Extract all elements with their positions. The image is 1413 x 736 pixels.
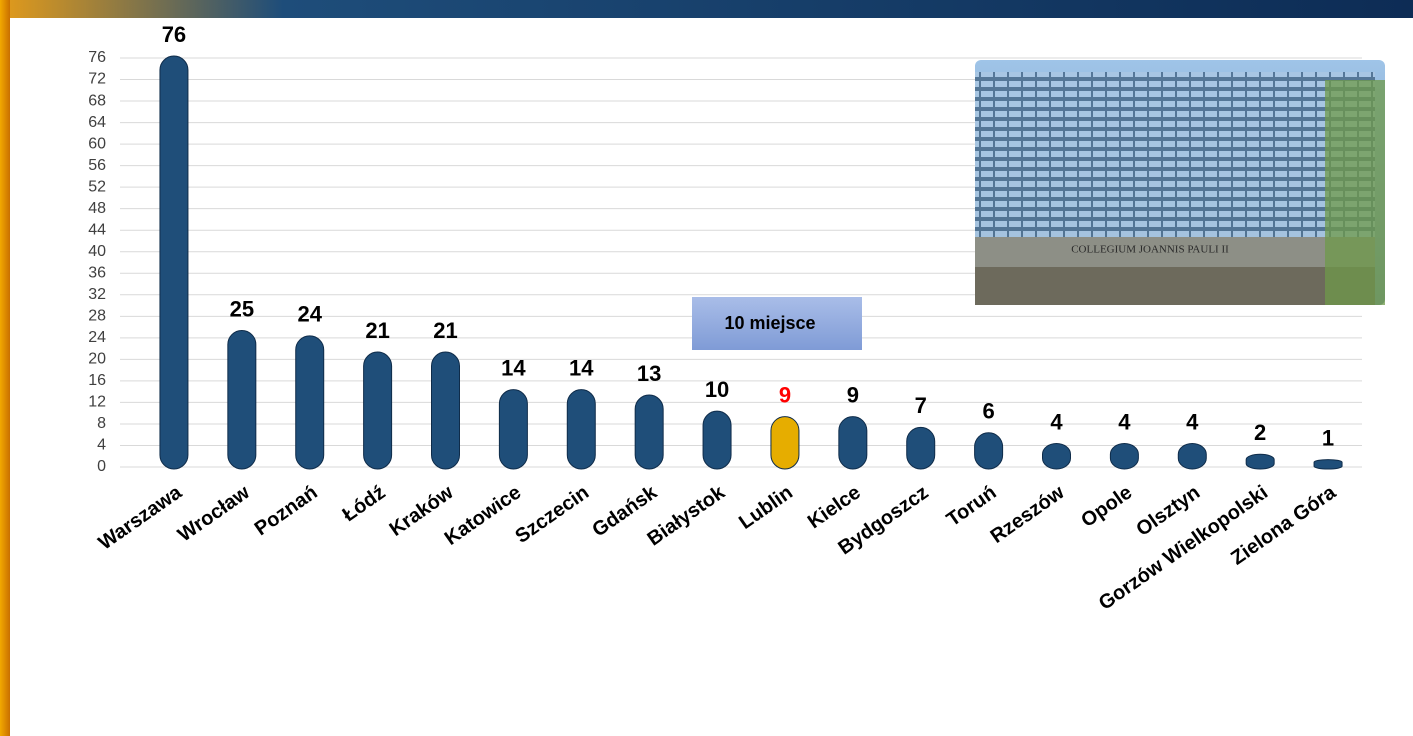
y-tick-label: 44 <box>88 221 106 238</box>
x-tick-label: Katowice <box>441 481 526 549</box>
value-label: 9 <box>779 382 791 407</box>
x-tick-label: Poznań <box>251 481 322 540</box>
value-label: 4 <box>1118 409 1131 434</box>
bar <box>1245 453 1275 470</box>
bar <box>770 416 800 470</box>
bar <box>838 416 868 470</box>
y-tick-label: 12 <box>88 394 106 411</box>
bar <box>634 394 664 470</box>
y-tick-label: 16 <box>88 372 106 389</box>
value-label: 21 <box>433 318 457 343</box>
y-tick-label: 48 <box>88 200 106 217</box>
side-stripe <box>0 0 10 736</box>
y-tick-label: 76 <box>88 49 106 66</box>
value-label: 4 <box>1050 409 1063 434</box>
y-tick-label: 52 <box>88 178 106 195</box>
photo: COLLEGIUM JOANNIS PAULI II <box>975 60 1385 305</box>
y-tick-label: 24 <box>88 329 106 346</box>
bar <box>295 335 325 470</box>
y-tick-label: 36 <box>88 264 106 281</box>
value-label: 13 <box>637 361 661 386</box>
bar <box>227 329 257 470</box>
value-label: 14 <box>501 355 526 380</box>
value-label: 76 <box>162 22 186 47</box>
bar <box>431 351 460 470</box>
x-tick-label: Wrocław <box>174 481 254 546</box>
bar <box>159 55 189 470</box>
y-tick-label: 68 <box>88 92 106 109</box>
bar <box>1042 442 1071 470</box>
y-tick-label: 4 <box>97 437 106 454</box>
value-label: 25 <box>230 296 254 321</box>
x-tick-label: Łódź <box>339 481 390 526</box>
bar <box>974 432 1004 470</box>
y-tick-label: 0 <box>97 458 106 475</box>
bar <box>702 410 732 470</box>
y-tick-label: 32 <box>88 286 106 303</box>
image-text: COLLEGIUM JOANNIS PAULI II <box>1071 244 1229 256</box>
bar <box>566 389 596 470</box>
value-label: 9 <box>847 382 859 407</box>
value-label: 4 <box>1186 409 1199 434</box>
value-label: 24 <box>297 302 322 327</box>
bar <box>1177 442 1207 470</box>
y-tick-label: 28 <box>88 308 106 325</box>
value-label: 2 <box>1254 420 1266 445</box>
value-label: 14 <box>569 355 594 380</box>
y-tick-label: 40 <box>88 243 106 260</box>
x-tick-label: Rzeszów <box>987 481 1069 548</box>
y-tick-label: 8 <box>97 415 106 432</box>
x-tick-label: Warszawa <box>95 481 187 555</box>
y-tick-label: 56 <box>88 157 106 174</box>
banner <box>0 0 1413 18</box>
x-tick-label: Opole <box>1077 481 1136 532</box>
value-label: 6 <box>982 399 994 424</box>
annotation-box <box>692 297 862 350</box>
y-tick-label: 60 <box>88 135 106 152</box>
bar <box>498 389 528 470</box>
annotation: 10 miejsce <box>692 297 862 350</box>
annotation-text: 10 miejsce <box>724 313 815 333</box>
bar <box>1109 442 1139 470</box>
y-tick-label: 20 <box>88 351 106 368</box>
value-label: 7 <box>915 393 927 418</box>
x-tick-label: Toruń <box>943 481 1001 531</box>
value-label: 1 <box>1322 425 1334 450</box>
x-tick-label: Lublin <box>735 481 797 533</box>
x-tick-label: Białystok <box>643 481 729 551</box>
value-label: 21 <box>365 318 389 343</box>
bar <box>906 426 936 470</box>
y-tick-label: 64 <box>88 114 106 131</box>
value-label: 10 <box>705 377 729 402</box>
y-tick-label: 72 <box>88 71 106 88</box>
bar <box>1313 459 1343 470</box>
x-tick-label: Szczecin <box>511 481 593 547</box>
bar <box>363 351 393 470</box>
